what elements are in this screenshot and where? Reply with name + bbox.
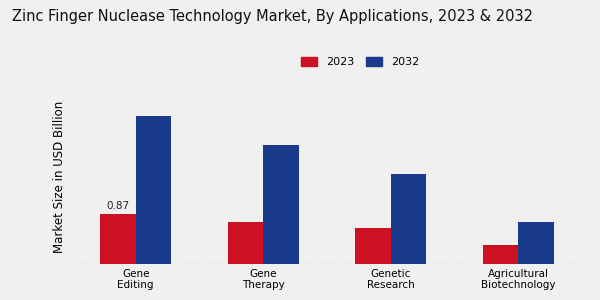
Bar — [482, 245, 518, 264]
Text: Zinc Finger Nuclease Technology Market, By Applications, 2023 & 2032: Zinc Finger Nuclease Technology Market, … — [12, 9, 533, 24]
Bar — [136, 116, 172, 264]
Bar — [355, 228, 391, 264]
Legend: 2023, 2032: 2023, 2032 — [298, 54, 422, 71]
Bar — [263, 145, 299, 264]
Bar — [227, 222, 263, 264]
Bar — [100, 214, 136, 264]
Text: 0.87: 0.87 — [106, 201, 130, 211]
Bar — [518, 222, 554, 264]
Y-axis label: Market Size in USD Billion: Market Size in USD Billion — [53, 101, 67, 253]
Bar — [391, 174, 427, 264]
